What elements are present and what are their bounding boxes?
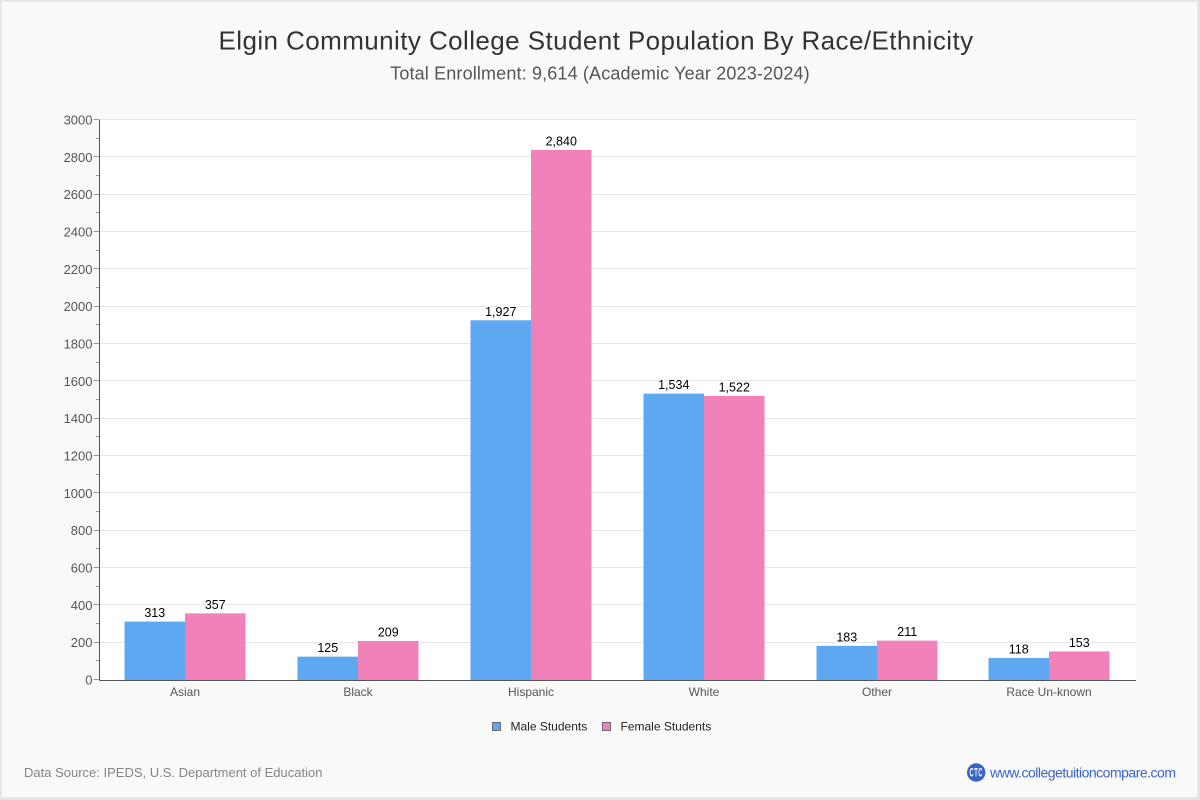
svg-text:1,522: 1,522 — [719, 380, 750, 394]
svg-text:313: 313 — [144, 606, 165, 620]
svg-text:Male Students: Male Students — [511, 719, 588, 733]
svg-text:153: 153 — [1069, 636, 1090, 650]
svg-text:Data Source: IPEDS, U.S. Depar: Data Source: IPEDS, U.S. Department of E… — [24, 765, 322, 780]
svg-text:Total Enrollment: 9,614 (Acade: Total Enrollment: 9,614 (Academic Year 2… — [390, 64, 810, 84]
svg-text:CTC: CTC — [970, 767, 983, 780]
svg-text:209: 209 — [378, 625, 399, 639]
svg-text:1800: 1800 — [64, 337, 93, 352]
svg-text:183: 183 — [836, 630, 857, 644]
svg-text:0: 0 — [85, 673, 92, 688]
svg-text:2000: 2000 — [64, 299, 93, 314]
svg-text:2600: 2600 — [64, 187, 93, 202]
svg-text:1400: 1400 — [64, 411, 93, 426]
svg-text:1000: 1000 — [64, 486, 93, 501]
svg-text:125: 125 — [317, 641, 338, 655]
svg-text:1600: 1600 — [64, 374, 93, 389]
svg-text:Black: Black — [343, 685, 373, 699]
svg-text:400: 400 — [71, 598, 93, 613]
svg-text:Race Un-known: Race Un-known — [1006, 685, 1091, 699]
svg-text:Hispanic: Hispanic — [508, 685, 554, 699]
svg-text:118: 118 — [1009, 642, 1029, 656]
svg-text:1,534: 1,534 — [658, 378, 689, 392]
svg-text:White: White — [689, 685, 720, 699]
svg-text:2400: 2400 — [64, 225, 93, 240]
svg-text:Other: Other — [862, 685, 892, 699]
svg-text:800: 800 — [71, 523, 93, 538]
svg-text:Elgin Community College Studen: Elgin Community College Student Populati… — [218, 26, 973, 56]
svg-text:Asian: Asian — [170, 685, 200, 699]
svg-text:211: 211 — [897, 625, 917, 639]
svg-text:www.collegetuitioncompare.com: www.collegetuitioncompare.com — [989, 765, 1175, 781]
svg-text:357: 357 — [205, 598, 226, 612]
svg-text:3000: 3000 — [64, 113, 93, 128]
svg-text:600: 600 — [71, 561, 93, 576]
svg-text:2,840: 2,840 — [546, 134, 577, 148]
svg-text:2800: 2800 — [64, 150, 93, 165]
svg-text:1200: 1200 — [64, 449, 93, 464]
svg-text:200: 200 — [71, 635, 93, 650]
svg-text:1,927: 1,927 — [485, 305, 516, 319]
svg-text:Female Students: Female Students — [621, 719, 712, 733]
svg-text:2200: 2200 — [64, 262, 93, 277]
